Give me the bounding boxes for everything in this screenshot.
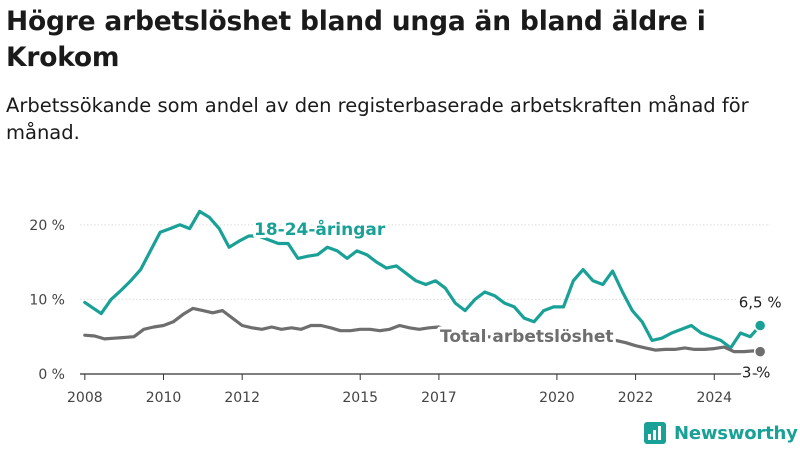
y-tick-label: 0 % [38, 367, 65, 383]
x-tick-label: 2020 [539, 390, 575, 406]
x-tick-label: 2010 [146, 390, 182, 406]
chart-subtitle: Arbetssökande som andel av den registerb… [6, 94, 749, 144]
newsworthy-logo-icon [644, 422, 666, 444]
series-label-youth: 18-24-åringar [254, 218, 386, 240]
x-tick-label: 2012 [224, 390, 260, 406]
series-lines [83, 209, 767, 358]
y-tick-label: 10 % [29, 292, 65, 308]
chart-title: Högre arbetslöshet bland unga än bland ä… [6, 6, 706, 73]
end-value-label-youth-halo: 6,5 % [739, 294, 782, 312]
end-value-label-total: 3 % [742, 364, 771, 382]
series-label-youth-halo: 18-24-åringar [254, 218, 386, 240]
series-label-total: Total arbetslöshet [440, 327, 614, 347]
series-end-point [753, 345, 767, 358]
end-value-label-youth: 6,5 % [739, 294, 782, 312]
gridlines: 0 % 10 % 20 % [29, 218, 770, 383]
x-tick-label: 2015 [342, 390, 378, 406]
x-axis: 2008 2010 2012 2015 2017 2020 2022 2024 [67, 374, 732, 406]
series-label-total-halo: Total arbetslöshet [440, 327, 614, 347]
newsworthy-brand: Newsworthy [644, 420, 798, 446]
brand-name: Newsworthy [674, 422, 798, 444]
x-tick-label: 2008 [67, 390, 103, 406]
series-end-point [753, 319, 767, 332]
x-tick-label: 2024 [696, 390, 732, 406]
y-tick-label: 20 % [29, 218, 65, 234]
series-line-0 [83, 209, 762, 350]
end-value-label-total-halo: 3 % [742, 364, 771, 382]
series-line-1 [83, 306, 762, 354]
x-tick-label: 2022 [618, 390, 654, 406]
x-tick-label: 2017 [421, 390, 457, 406]
